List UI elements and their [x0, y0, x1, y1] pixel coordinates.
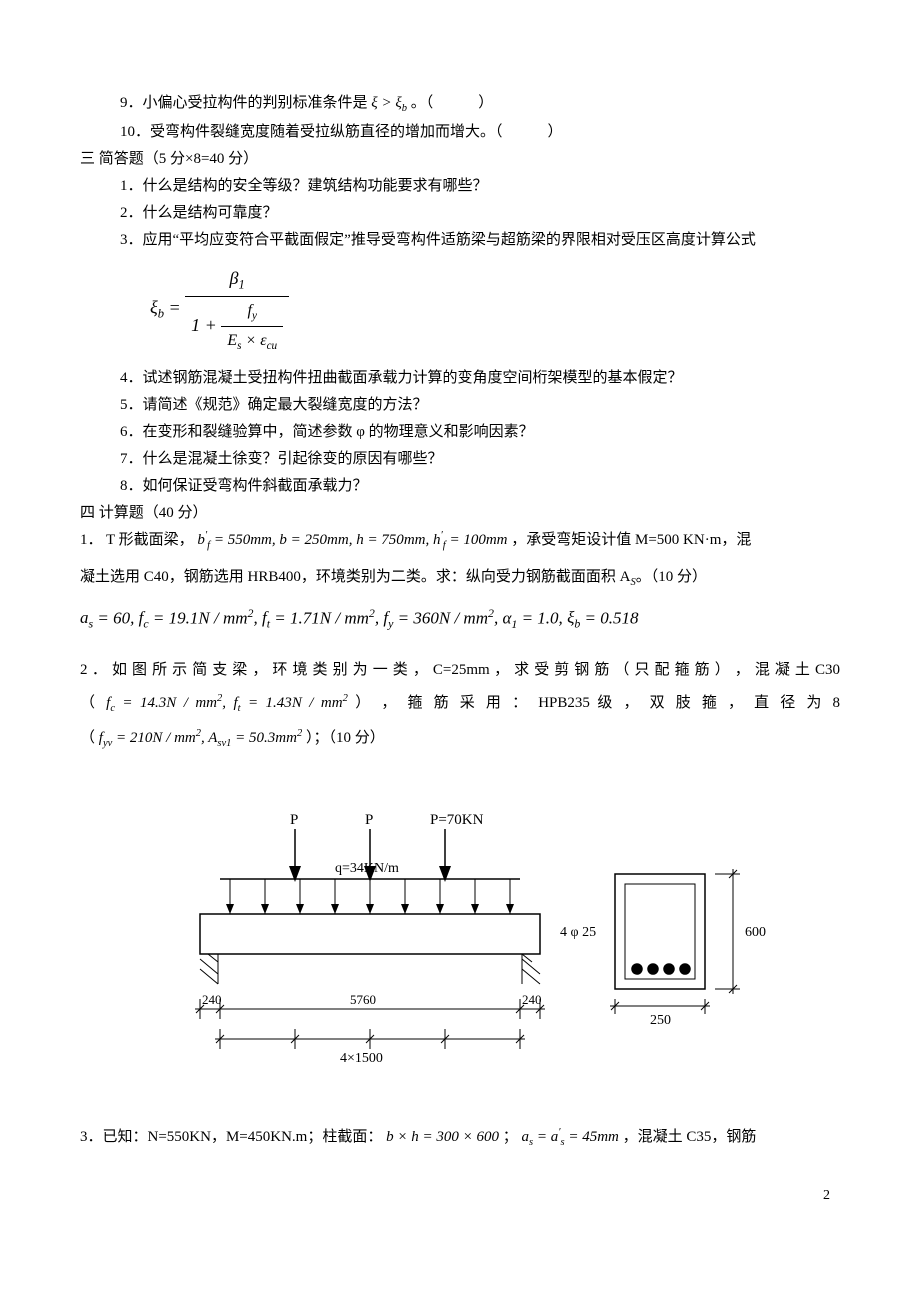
q10-text: 10．受弯构件裂缝宽度随着受拉纵筋直径的增加而增大。（ ）	[120, 124, 563, 140]
question-10: 10．受弯构件裂缝宽度随着受拉纵筋直径的增加而增大。（ ）	[80, 119, 840, 146]
dim-bottom: 4×1500	[340, 1051, 383, 1066]
q9-math: ξ > ξb	[371, 95, 407, 111]
formula-xi-b: ξb = β1 1 + fy Es × εcu	[80, 254, 840, 365]
q9-text: 9．小偏心受拉构件的判别标准条件是	[120, 95, 368, 111]
rebar-label: 4 φ 25	[560, 925, 596, 940]
dim-right: 240	[522, 992, 542, 1007]
label-p1: P	[290, 812, 298, 828]
s3-item-5: 5．请简述《规范》确定最大裂缝宽度的方法？	[80, 392, 840, 419]
label-q: q=34KN/m	[335, 861, 399, 876]
s3-item-7: 7．什么是混凝土徐变？引起徐变的原因有哪些？	[80, 446, 840, 473]
dim-left: 240	[202, 992, 222, 1007]
s3-item-2: 2．什么是结构可靠度？	[80, 200, 840, 227]
section-3-heading: 三 简答题（5 分×8=40 分）	[80, 146, 840, 173]
section-height: 600	[745, 925, 766, 940]
p2-math2: fyv = 210N / mm2, Asv1 = 50.3mm2	[99, 730, 302, 746]
beam-diagram: P P P=70KN q=34KN/m 240 5760 240 4×1500 …	[160, 794, 840, 1104]
p2-math1: fc = 14.3N / mm2, ft = 1.43N / mm2	[106, 695, 348, 711]
problem-1-line1: 1． T 形截面梁， b′f = 550mm, b = 250mm, h = 7…	[80, 527, 840, 556]
label-p3: P=70KN	[430, 812, 484, 828]
p3-math1: b × h = 300 × 600	[386, 1129, 499, 1145]
s3-item-3: 3．应用“平均应变符合平截面假定”推导受弯构件适筋梁与超筋梁的界限相对受压区高度…	[80, 227, 840, 254]
problem-1-line2: 凝土选用 C40，钢筋选用 HRB400，环境类别为二类。求：纵向受力钢筋截面面…	[80, 564, 840, 593]
label-p2: P	[365, 812, 373, 828]
s3-item-1: 1．什么是结构的安全等级？建筑结构功能要求有哪些？	[80, 173, 840, 200]
dim-mid: 5760	[350, 992, 376, 1007]
q9-tail: 。（ ）	[411, 95, 494, 111]
question-9: 9．小偏心受拉构件的判别标准条件是 ξ > ξb 。（ ）	[80, 90, 840, 119]
problem-2-line3: （ fyv = 210N / mm2, Asv1 = 50.3mm2 ）；（10…	[80, 725, 840, 754]
page-number: 2	[80, 1183, 840, 1208]
p3-math2: as = a′s = 45mm	[521, 1129, 618, 1145]
p1-math1: b′f = 550mm, b = 250mm, h = 750mm, h′f =…	[197, 532, 507, 548]
section-width: 250	[650, 1013, 671, 1028]
s3-item-8: 8．如何保证受弯构件斜截面承载力？	[80, 473, 840, 500]
problem-2-line1: 2 ． 如 图 所 示 简 支 梁 ， 环 境 类 别 为 一 类 ， C=25…	[80, 657, 840, 684]
s3-item-4: 4．试述钢筋混凝土受扭构件扭曲截面承载力计算的变角度空间桁架模型的基本假定？	[80, 365, 840, 392]
section-4-heading: 四 计算题（40 分）	[80, 500, 840, 527]
problem-2-line2: （ fc = 14.3N / mm2, ft = 1.43N / mm2 ） ，…	[80, 690, 840, 719]
problem-1-math2: as = 60, fc = 19.1N / mm2, ft = 1.71N / …	[80, 603, 840, 635]
problem-3: 3．已知：N=550KN，M=450KN.m；柱截面： b × h = 300 …	[80, 1124, 840, 1153]
s3-item-6: 6．在变形和裂缝验算中，简述参数 φ 的物理意义和影响因素？	[80, 419, 840, 446]
